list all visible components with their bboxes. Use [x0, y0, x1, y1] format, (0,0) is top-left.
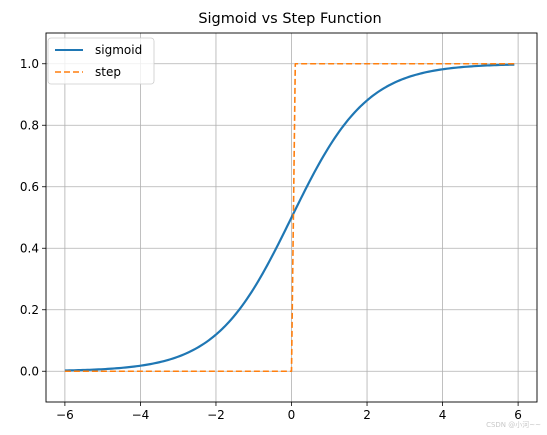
- y-tick-label: 0.0: [20, 364, 39, 378]
- x-tick-label: 0: [288, 408, 296, 422]
- y-tick-label: 0.4: [20, 241, 39, 255]
- x-tick-label: −4: [132, 408, 150, 422]
- x-tick-label: 6: [514, 408, 522, 422]
- axis-ticks: −6 −4 −2 0 2 4 6 0.0 0.2 0.4 0.6 0.8 1.0: [20, 57, 522, 422]
- series-layer: [64, 62, 515, 373]
- y-tick-label: 0.6: [20, 180, 39, 194]
- series-line-sigmoid: [64, 63, 515, 372]
- legend: sigmoid step: [47, 37, 155, 85]
- legend-label-sigmoid: sigmoid: [95, 43, 142, 57]
- y-tick-label: 0.8: [20, 118, 39, 132]
- x-tick-label: −2: [207, 408, 225, 422]
- y-tick-label: 1.0: [20, 57, 39, 71]
- series-line-step: [64, 62, 515, 373]
- chart-title: Sigmoid vs Step Function: [198, 11, 381, 27]
- watermark: CSDN @小河~~: [486, 420, 541, 429]
- y-tick-label: 0.2: [20, 303, 39, 317]
- x-tick-label: 4: [439, 408, 447, 422]
- x-tick-label: 2: [363, 408, 371, 422]
- legend-label-step: step: [95, 65, 121, 79]
- x-tick-label: −6: [56, 408, 74, 422]
